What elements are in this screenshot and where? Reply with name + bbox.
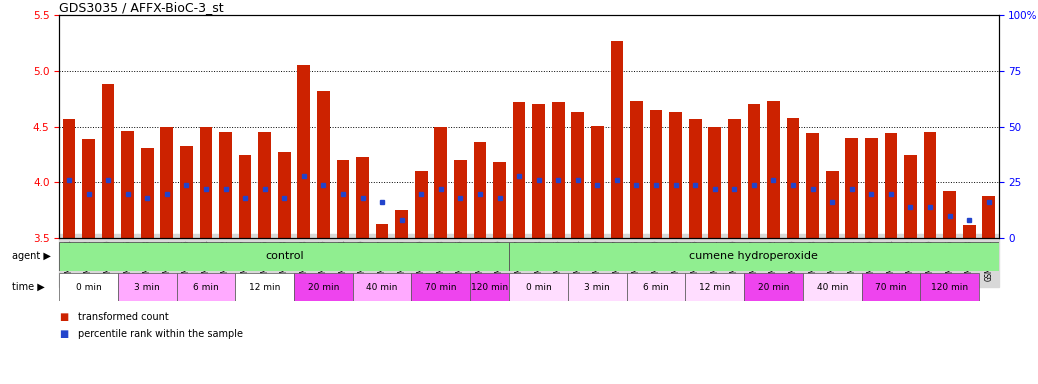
Bar bbox=[963, 225, 976, 238]
Text: agent ▶: agent ▶ bbox=[12, 251, 51, 262]
Bar bbox=[121, 131, 134, 238]
Bar bbox=[767, 101, 780, 238]
Bar bbox=[454, 160, 467, 238]
Bar bbox=[219, 132, 231, 238]
Bar bbox=[845, 138, 858, 238]
Text: 70 min: 70 min bbox=[425, 283, 457, 291]
Bar bbox=[826, 171, 839, 238]
Bar bbox=[627, 273, 685, 301]
Bar bbox=[572, 112, 584, 238]
Bar bbox=[176, 273, 236, 301]
Text: percentile rank within the sample: percentile rank within the sample bbox=[78, 329, 243, 339]
Bar bbox=[744, 273, 802, 301]
Bar bbox=[82, 139, 94, 238]
Bar bbox=[294, 273, 353, 301]
Bar bbox=[395, 210, 408, 238]
Text: 70 min: 70 min bbox=[875, 283, 906, 291]
Bar bbox=[552, 102, 565, 238]
Text: 0 min: 0 min bbox=[526, 283, 551, 291]
Bar bbox=[180, 146, 193, 238]
Text: 6 min: 6 min bbox=[193, 283, 219, 291]
Bar bbox=[689, 119, 702, 238]
Bar bbox=[921, 273, 979, 301]
Text: 20 min: 20 min bbox=[758, 283, 789, 291]
Bar bbox=[470, 273, 510, 301]
Bar bbox=[236, 273, 294, 301]
Text: 3 min: 3 min bbox=[584, 283, 610, 291]
Bar bbox=[802, 273, 862, 301]
Text: cumene hydroperoxide: cumene hydroperoxide bbox=[689, 251, 818, 262]
Text: 40 min: 40 min bbox=[817, 283, 848, 291]
Bar bbox=[924, 132, 936, 238]
Bar bbox=[161, 127, 173, 238]
Bar bbox=[807, 133, 819, 238]
Bar bbox=[510, 273, 568, 301]
Bar bbox=[510, 242, 999, 271]
Bar bbox=[884, 133, 897, 238]
Bar bbox=[199, 127, 213, 238]
Bar bbox=[513, 102, 525, 238]
Bar bbox=[787, 118, 799, 238]
Text: 120 min: 120 min bbox=[931, 283, 968, 291]
Bar bbox=[59, 242, 510, 271]
Bar bbox=[747, 104, 760, 238]
Bar bbox=[258, 132, 271, 238]
Bar bbox=[904, 155, 917, 238]
Bar bbox=[591, 126, 604, 238]
Bar bbox=[630, 101, 643, 238]
Bar bbox=[278, 152, 291, 238]
Bar bbox=[862, 273, 921, 301]
Bar bbox=[708, 127, 721, 238]
Text: GDS3035 / AFFX-BioC-3_st: GDS3035 / AFFX-BioC-3_st bbox=[59, 1, 224, 14]
Bar bbox=[493, 162, 506, 238]
Bar bbox=[473, 142, 486, 238]
Bar bbox=[411, 273, 470, 301]
Bar bbox=[685, 273, 744, 301]
Text: ■: ■ bbox=[59, 329, 69, 339]
Bar bbox=[336, 160, 350, 238]
Bar bbox=[532, 104, 545, 238]
Bar bbox=[118, 273, 176, 301]
Bar bbox=[865, 138, 878, 238]
Bar bbox=[670, 112, 682, 238]
Bar bbox=[141, 148, 154, 238]
Text: 40 min: 40 min bbox=[366, 283, 398, 291]
Bar bbox=[356, 157, 368, 238]
Text: control: control bbox=[265, 251, 303, 262]
Bar bbox=[944, 191, 956, 238]
Text: time ▶: time ▶ bbox=[12, 282, 46, 292]
Bar bbox=[728, 119, 741, 238]
Bar bbox=[435, 127, 447, 238]
Text: 20 min: 20 min bbox=[307, 283, 339, 291]
Text: 6 min: 6 min bbox=[644, 283, 668, 291]
Text: 120 min: 120 min bbox=[471, 283, 509, 291]
Text: 0 min: 0 min bbox=[76, 283, 102, 291]
Text: 12 min: 12 min bbox=[249, 283, 280, 291]
Bar bbox=[568, 273, 627, 301]
Bar bbox=[239, 155, 251, 238]
Text: 12 min: 12 min bbox=[700, 283, 731, 291]
Bar bbox=[376, 223, 388, 238]
Bar bbox=[415, 171, 428, 238]
Bar bbox=[102, 84, 114, 238]
Text: ■: ■ bbox=[59, 312, 69, 322]
Bar bbox=[353, 273, 411, 301]
Text: transformed count: transformed count bbox=[78, 312, 168, 322]
Bar bbox=[610, 41, 623, 238]
Bar bbox=[62, 119, 76, 238]
Text: 3 min: 3 min bbox=[134, 283, 160, 291]
Bar bbox=[317, 91, 330, 238]
Bar bbox=[59, 273, 118, 301]
Bar bbox=[298, 66, 310, 238]
Bar bbox=[650, 110, 662, 238]
Bar bbox=[982, 196, 995, 238]
